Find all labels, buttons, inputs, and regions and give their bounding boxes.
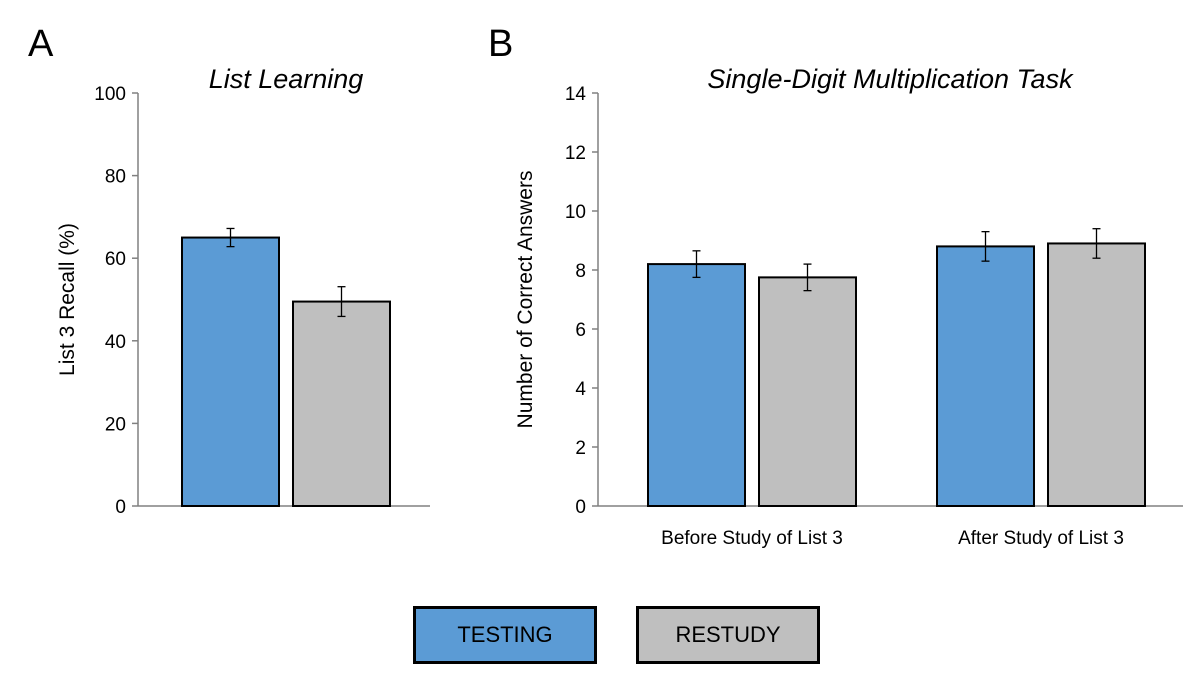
y-tick-label: 0 <box>115 497 126 518</box>
y-tick-label: 0 <box>575 497 586 518</box>
bar-testing-after <box>936 245 1035 507</box>
bar-restudy <box>292 300 391 507</box>
y-tick-label: 80 <box>105 167 126 188</box>
y-tick-label: 60 <box>105 249 126 270</box>
legend-testing: TESTING <box>413 606 597 664</box>
y-tick-label: 8 <box>575 261 586 282</box>
y-tick-label: 4 <box>575 379 586 400</box>
panel-letter-a: A <box>28 23 54 65</box>
legend-restudy: RESTUDY <box>636 606 820 664</box>
y-axis-label: List 3 Recall (%) <box>56 223 79 376</box>
legend-testing-label: TESTING <box>457 622 553 647</box>
panel-b: B Single-Digit Multiplication Task Number … <box>488 23 1183 549</box>
bar-restudy-after <box>1047 242 1146 507</box>
y-tick-label: 20 <box>105 414 126 435</box>
bar-testing <box>181 236 280 508</box>
y-tick-label: 40 <box>105 332 126 353</box>
bar-testing-before <box>647 263 746 507</box>
panel-letter-b: B <box>488 23 513 65</box>
chart-title: Single-Digit Multiplication Task <box>707 64 1074 94</box>
y-axis-label: Number of Correct Answers <box>514 171 537 429</box>
bar-restudy-before <box>758 276 857 507</box>
y-tick-label: 6 <box>575 320 586 341</box>
x-tick-label: After Study of List 3 <box>958 528 1124 549</box>
y-tick-label: 14 <box>565 84 587 105</box>
panel-a: A List Learning List 3 Recall (%) 0 20 40 60 80… <box>28 23 430 518</box>
y-tick-label: 100 <box>94 84 126 105</box>
y-tick-label: 2 <box>575 438 586 459</box>
x-tick-label: Before Study of List 3 <box>661 528 843 549</box>
y-tick-label: 12 <box>565 143 586 164</box>
legend-restudy-label: RESTUDY <box>675 622 781 647</box>
y-tick-label: 10 <box>565 202 586 223</box>
chart-title: List Learning <box>209 64 364 94</box>
